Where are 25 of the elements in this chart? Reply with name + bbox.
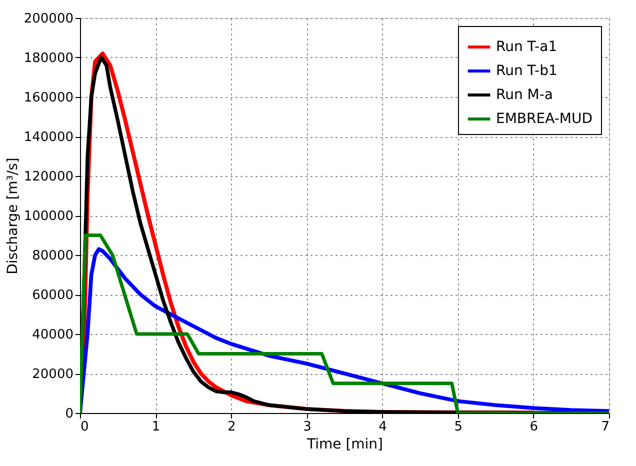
y-tick-label: 160000 (24, 90, 74, 106)
x-tick-label: 1 (152, 420, 160, 434)
x-tick-label: 4 (378, 420, 387, 434)
y-tick-label: 120000 (24, 170, 74, 184)
x-tick-label: 2 (228, 420, 236, 434)
x-tick-label: 6 (530, 420, 538, 434)
legend-label: Run T-b1 (496, 63, 558, 79)
y-tick-label: 20000 (32, 367, 74, 382)
legend-label: EMBREA-MUD (496, 111, 593, 127)
x-tick-label: 7 (601, 420, 610, 434)
y-tick-label: 80000 (32, 248, 74, 264)
y-tick-label: 40000 (32, 328, 74, 342)
legend-label: Run M-a (496, 87, 554, 103)
y-tick-label: 140000 (24, 130, 74, 145)
y-tick-label: 60000 (32, 288, 74, 303)
x-tick-label: 3 (303, 420, 312, 434)
y-tick-label: 0 (65, 406, 74, 422)
legend-label: Run T-a1 (496, 39, 558, 55)
x-tick-label: 5 (454, 420, 462, 434)
x-axis-title: Time [min] (306, 436, 384, 452)
y-tick-label: 200000 (24, 12, 74, 26)
y-tick-label: 100000 (24, 209, 74, 224)
y-axis-title: Discharge [m³/s] (4, 158, 21, 274)
y-tick-label: 180000 (24, 51, 74, 66)
x-tick-label: 0 (80, 420, 89, 434)
